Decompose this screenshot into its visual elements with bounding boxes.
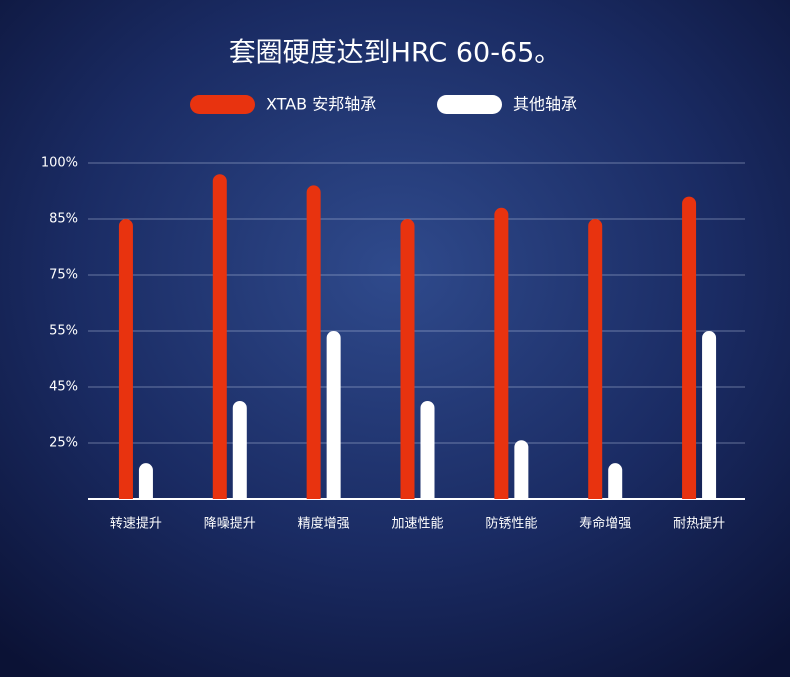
- y-tick-label: 75%: [49, 268, 78, 283]
- x-tick-label: 降噪提升: [204, 516, 256, 532]
- y-tick-label: 100%: [41, 156, 78, 171]
- bar: [326, 331, 341, 499]
- bar: [494, 207, 509, 499]
- legend-label: XTAB 安邦轴承: [266, 95, 376, 114]
- x-tick-label: 耐热提升: [673, 516, 725, 532]
- bar: [608, 463, 623, 499]
- x-tick-label: 精度增强: [298, 516, 350, 532]
- legend-swatch: [190, 95, 255, 114]
- bar: [420, 401, 435, 499]
- bar: [232, 401, 247, 499]
- y-tick-label: 85%: [49, 212, 78, 227]
- bar: [118, 219, 133, 500]
- legend-label: 其他轴承: [513, 95, 577, 114]
- bar: [306, 185, 321, 499]
- y-tick-label: 45%: [49, 380, 78, 395]
- x-tick-label: 防锈性能: [485, 516, 537, 532]
- bar: [212, 174, 227, 499]
- x-tick-label: 寿命增强: [579, 516, 631, 532]
- bar: [138, 463, 153, 499]
- x-tick-label: 加速性能: [391, 517, 443, 532]
- chart-title: 套圈硬度达到HRC 60-65。: [229, 38, 562, 69]
- x-tick-label: 转速提升: [110, 516, 162, 532]
- bar: [400, 219, 415, 500]
- bar: [514, 440, 529, 499]
- legend-swatch: [437, 95, 502, 114]
- y-tick-label: 55%: [49, 324, 78, 339]
- bar: [588, 219, 603, 500]
- y-tick-label: 25%: [49, 436, 78, 451]
- bar: [682, 196, 697, 499]
- bar: [702, 331, 717, 499]
